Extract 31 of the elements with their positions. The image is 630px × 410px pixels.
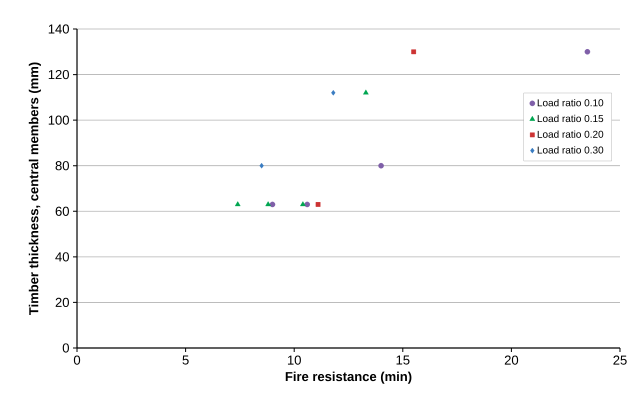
- legend-label: Load ratio 0.20: [538, 130, 604, 138]
- y-tick-label: 120: [48, 70, 69, 80]
- x-tick-label: 10: [288, 356, 301, 365]
- point: [265, 201, 271, 206]
- y-tick-label: 140: [48, 24, 69, 34]
- point: [584, 48, 590, 55]
- x-tick-label: 15: [396, 356, 410, 365]
- legend-label: Load ratio 0.30: [538, 146, 604, 154]
- y-axis-title: Timber thickness, central members (mm): [28, 62, 41, 316]
- x-tick-label: 25: [613, 356, 627, 365]
- point: [259, 162, 264, 169]
- x-axis-title: Fire resistance (min): [286, 372, 412, 384]
- point: [411, 49, 416, 54]
- point: [304, 202, 310, 208]
- y-tick-label: 20: [56, 298, 69, 308]
- x-tick-label: 20: [504, 356, 518, 365]
- point: [300, 201, 306, 206]
- y-tick-label: 80: [56, 161, 69, 170]
- x-tick-label: 5: [182, 356, 189, 365]
- y-tick-label: 0: [62, 343, 69, 353]
- point: [363, 90, 369, 94]
- y-tick-label: 60: [56, 206, 69, 216]
- legend-label: Load ratio 0.10: [538, 98, 604, 106]
- legend-label: Load ratio 0.15: [538, 114, 604, 122]
- point: [234, 201, 241, 206]
- point: [316, 202, 320, 207]
- y-tick-label: 100: [48, 116, 69, 125]
- y-tick-label: 40: [55, 252, 69, 262]
- point: [270, 202, 276, 208]
- point: [378, 162, 384, 169]
- x-tick-label: 0: [74, 356, 80, 365]
